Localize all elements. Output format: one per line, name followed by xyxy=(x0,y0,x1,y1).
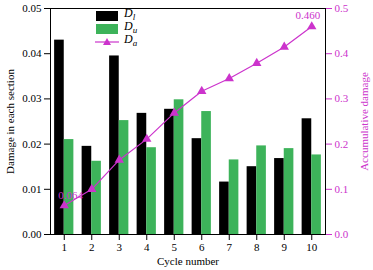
svg-text:5: 5 xyxy=(172,241,178,253)
svg-text:Damage in each section: Damage in each section xyxy=(4,69,16,174)
svg-text:8: 8 xyxy=(254,241,260,253)
svg-text:2: 2 xyxy=(89,241,95,253)
svg-text:0.05: 0.05 xyxy=(22,2,42,14)
svg-text:0.04: 0.04 xyxy=(22,47,42,59)
svg-text:0.0: 0.0 xyxy=(335,228,349,240)
svg-text:10: 10 xyxy=(306,241,318,253)
svg-text:0.4: 0.4 xyxy=(335,47,349,59)
svg-text:4: 4 xyxy=(144,241,150,253)
svg-text:7: 7 xyxy=(227,241,233,253)
svg-text:6: 6 xyxy=(199,241,205,253)
svg-text:0.03: 0.03 xyxy=(22,92,42,104)
html-text:Du: Du xyxy=(124,18,138,36)
svg-text:0.3: 0.3 xyxy=(335,92,349,104)
svg-text:0.5: 0.5 xyxy=(335,2,349,14)
svg-text:0.02: 0.02 xyxy=(22,138,41,150)
html-text:Da: Da xyxy=(124,31,138,49)
svg-text:0.00: 0.00 xyxy=(22,228,42,240)
svg-text:1: 1 xyxy=(62,241,68,253)
svg-text:9: 9 xyxy=(282,241,288,253)
html-text:Dl: Dl xyxy=(124,5,136,23)
svg-text:0.460: 0.460 xyxy=(295,9,320,21)
svg-text:3: 3 xyxy=(117,241,123,253)
svg-text:0.1: 0.1 xyxy=(335,183,349,195)
svg-text:0.01: 0.01 xyxy=(22,183,41,195)
svg-text:0.2: 0.2 xyxy=(335,138,349,150)
svg-text:Accumulative damage: Accumulative damage xyxy=(358,72,370,171)
svg-text:0.064: 0.064 xyxy=(58,189,83,201)
svg-text:Cycle number: Cycle number xyxy=(157,255,219,267)
